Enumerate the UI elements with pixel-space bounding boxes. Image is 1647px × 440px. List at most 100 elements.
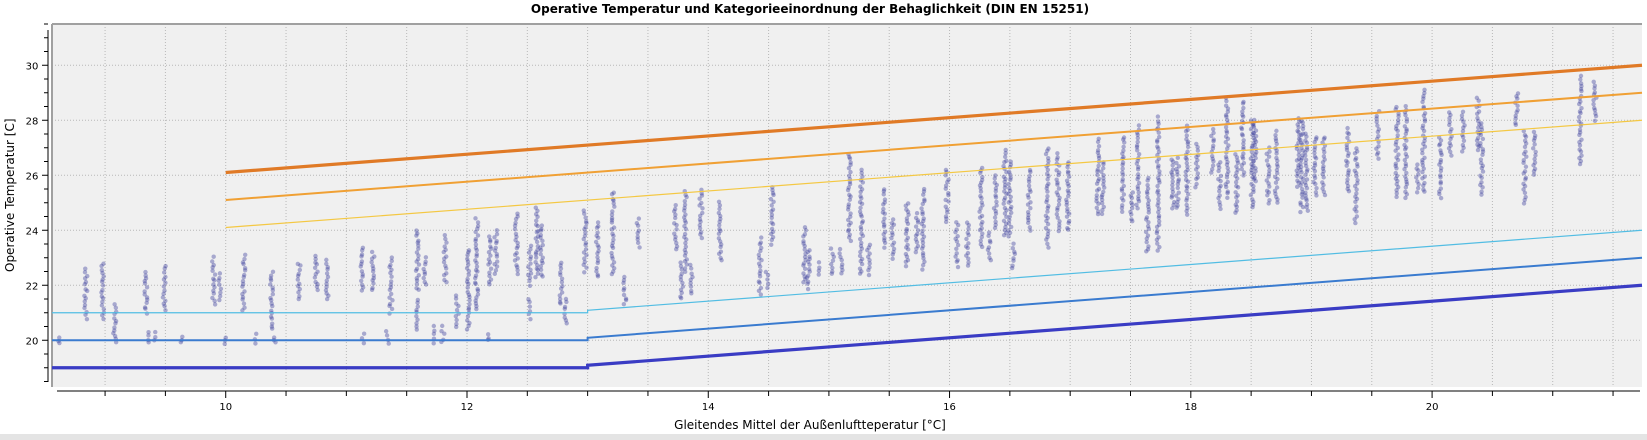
scatter-point — [1302, 180, 1308, 185]
scatter-point — [1121, 148, 1126, 153]
scatter-point — [1170, 163, 1175, 168]
scatter-point — [535, 271, 541, 276]
scatter-point — [979, 226, 984, 231]
scatter-point — [269, 316, 275, 321]
scatter-point — [414, 321, 419, 326]
scatter-point — [807, 262, 812, 267]
scatter-point — [112, 333, 118, 339]
scatter-point — [1155, 188, 1161, 193]
scatter-point — [1404, 177, 1409, 182]
scatter-point — [1001, 174, 1007, 179]
scatter-point — [1209, 167, 1215, 172]
scatter-point — [1119, 186, 1125, 192]
scatter-point — [1343, 158, 1349, 163]
scatter-point — [1353, 157, 1358, 163]
bottom-scrollbar[interactable] — [0, 434, 1647, 440]
scatter-point — [891, 240, 897, 245]
scatter-point — [964, 253, 969, 258]
scatter-point — [431, 323, 437, 329]
scatter-point — [1422, 90, 1427, 96]
scatter-point — [1170, 186, 1175, 192]
scatter-point — [594, 269, 599, 274]
scatter-point — [716, 231, 722, 236]
scatter-point — [100, 287, 105, 293]
scatter-point — [1169, 170, 1174, 175]
scatter-point — [1395, 145, 1400, 151]
scatter-point — [1295, 178, 1300, 183]
scatter-point — [1403, 131, 1409, 136]
scatter-point — [1065, 169, 1071, 174]
scatter-point — [678, 277, 684, 282]
scatter-point — [979, 234, 984, 240]
scatter-point — [414, 278, 420, 283]
scatter-point — [584, 265, 589, 270]
scatter-point — [243, 252, 248, 258]
scatter-point — [1010, 246, 1016, 251]
scatter-point — [1233, 202, 1238, 207]
scatter-point — [1447, 140, 1452, 146]
scatter-point — [674, 244, 680, 249]
scatter-point — [539, 272, 544, 277]
scatter-point — [1577, 109, 1583, 114]
scatter-point — [1521, 151, 1527, 157]
scatter-point — [442, 277, 447, 283]
scatter-point — [83, 266, 88, 271]
scatter-point — [765, 277, 770, 282]
scatter-point — [1438, 168, 1444, 174]
scatter-point — [904, 216, 910, 221]
scatter-point — [1241, 151, 1246, 156]
scatter-point — [756, 252, 762, 258]
scatter-point — [1531, 146, 1536, 151]
scatter-point — [1235, 158, 1240, 163]
scatter-point — [1320, 166, 1326, 171]
scatter-point — [1344, 142, 1349, 148]
scatter-point — [1345, 125, 1350, 131]
scatter-point — [1157, 180, 1162, 185]
scatter-point — [905, 221, 911, 227]
scatter-point — [921, 256, 926, 261]
scatter-point — [211, 254, 216, 259]
scatter-point — [1354, 196, 1360, 202]
scatter-point — [881, 224, 887, 229]
scatter-point — [1217, 165, 1222, 170]
scatter-point — [558, 272, 563, 278]
scatter-point — [414, 307, 419, 313]
scatter-point — [915, 218, 921, 223]
scatter-point — [488, 239, 493, 244]
scatter-point — [1056, 186, 1062, 191]
scatter-point — [1479, 192, 1484, 197]
scatter-point — [1155, 152, 1160, 158]
scatter-point — [1396, 117, 1401, 123]
scatter-point — [866, 272, 872, 278]
scatter-point — [1101, 204, 1107, 210]
scatter-point — [242, 305, 247, 310]
scatter-point — [422, 271, 428, 277]
scatter-point — [846, 235, 852, 240]
scatter-point — [717, 206, 722, 212]
scatter-point — [1185, 127, 1190, 133]
scatter-point — [1421, 104, 1426, 109]
scatter-point — [1461, 119, 1466, 124]
scatter-point — [756, 261, 762, 266]
scatter-point — [1129, 205, 1135, 211]
scatter-point — [415, 317, 420, 322]
scatter-point — [84, 288, 90, 294]
scatter-point — [559, 290, 565, 295]
scatter-point — [1170, 189, 1176, 195]
scatter-point — [1461, 145, 1466, 151]
scatter-point — [1272, 188, 1278, 194]
scatter-point — [1175, 203, 1180, 208]
scatter-point — [1345, 160, 1350, 165]
scatter-point — [112, 302, 117, 307]
scatter-point — [1226, 169, 1231, 174]
scatter-point — [623, 296, 629, 301]
scatter-point — [488, 244, 493, 249]
scatter-point — [1459, 113, 1465, 118]
scatter-point — [922, 259, 927, 264]
scatter-point — [1146, 198, 1151, 203]
scatter-point — [1241, 160, 1247, 166]
scatter-point — [1169, 193, 1175, 198]
scatter-point — [1210, 146, 1216, 151]
scatter-point — [672, 206, 678, 212]
scatter-point — [1224, 162, 1230, 167]
